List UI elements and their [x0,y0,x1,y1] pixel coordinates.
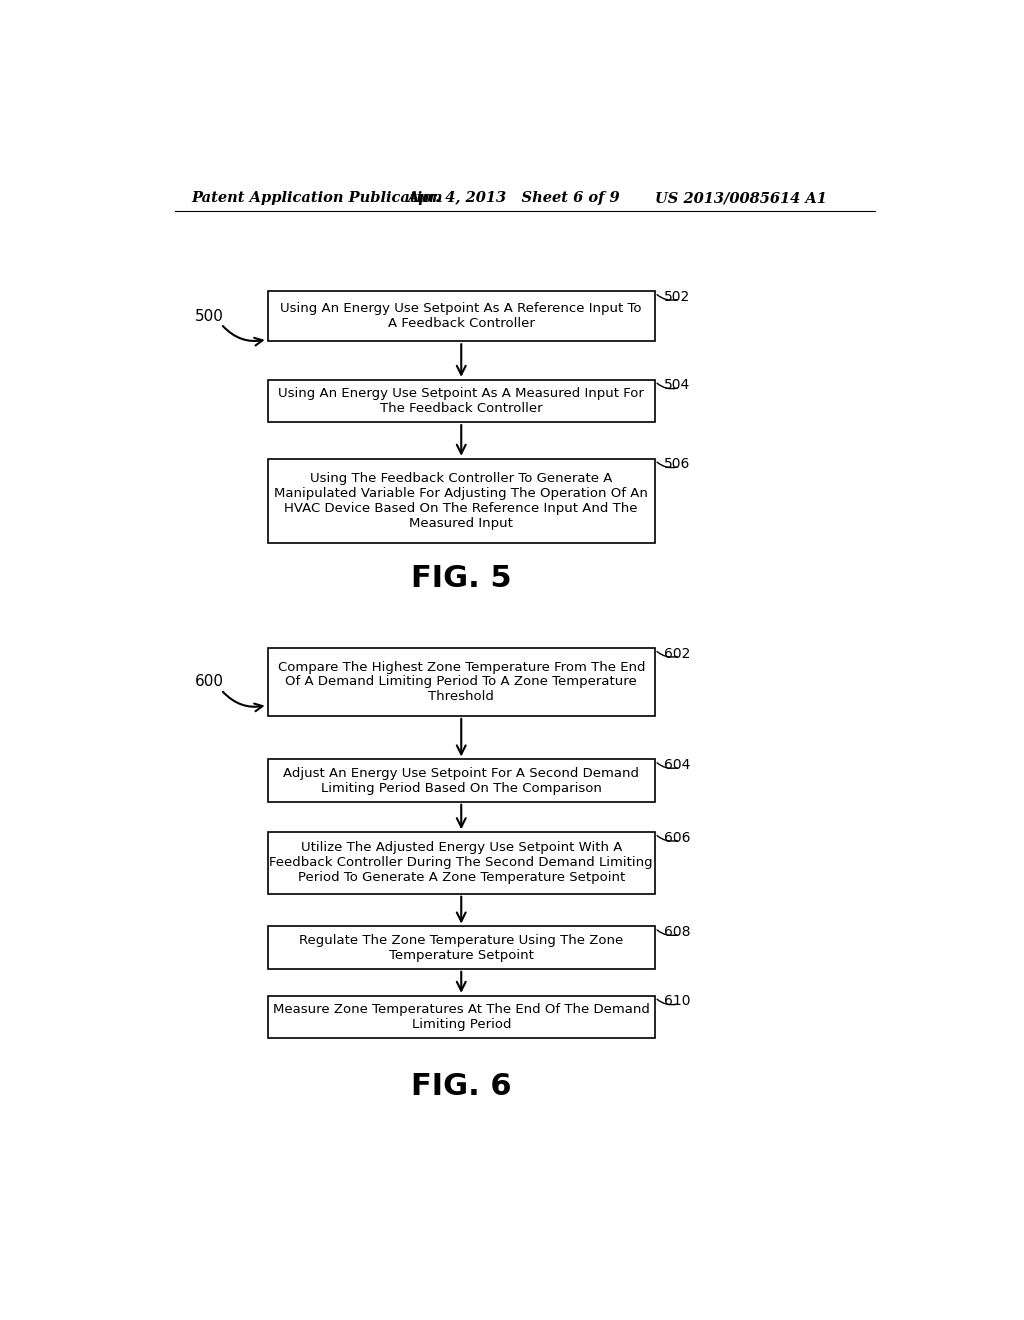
Text: Utilize The Adjusted Energy Use Setpoint With A
Feedback Controller During The S: Utilize The Adjusted Energy Use Setpoint… [269,841,653,884]
Text: 506: 506 [665,457,690,471]
Text: FIG. 6: FIG. 6 [411,1072,512,1101]
Text: Using An Energy Use Setpoint As A Reference Input To
A Feedback Controller: Using An Energy Use Setpoint As A Refere… [281,302,642,330]
Text: Using The Feedback Controller To Generate A
Manipulated Variable For Adjusting T: Using The Feedback Controller To Generat… [274,473,648,531]
Text: Apr. 4, 2013   Sheet 6 of 9: Apr. 4, 2013 Sheet 6 of 9 [407,191,620,206]
FancyBboxPatch shape [267,648,655,715]
Text: FIG. 5: FIG. 5 [411,564,512,593]
FancyBboxPatch shape [267,380,655,422]
Text: Using An Energy Use Setpoint As A Measured Input For
The Feedback Controller: Using An Energy Use Setpoint As A Measur… [279,387,644,414]
FancyBboxPatch shape [267,995,655,1038]
Text: Compare The Highest Zone Temperature From The End
Of A Demand Limiting Period To: Compare The Highest Zone Temperature Fro… [278,660,645,704]
Text: Measure Zone Temperatures At The End Of The Demand
Limiting Period: Measure Zone Temperatures At The End Of … [272,1003,649,1031]
Text: 610: 610 [665,994,691,1008]
Text: Adjust An Energy Use Setpoint For A Second Demand
Limiting Period Based On The C: Adjust An Energy Use Setpoint For A Seco… [284,767,639,795]
Text: Patent Application Publication: Patent Application Publication [191,191,443,206]
FancyBboxPatch shape [267,459,655,544]
Text: US 2013/0085614 A1: US 2013/0085614 A1 [655,191,826,206]
Text: 608: 608 [665,925,691,939]
Text: 606: 606 [665,830,691,845]
FancyBboxPatch shape [267,292,655,342]
Text: Regulate The Zone Temperature Using The Zone
Temperature Setpoint: Regulate The Zone Temperature Using The … [299,933,624,962]
FancyBboxPatch shape [267,759,655,801]
FancyBboxPatch shape [267,832,655,894]
Text: 504: 504 [665,379,690,392]
Text: 600: 600 [195,675,224,689]
FancyBboxPatch shape [267,927,655,969]
Text: 500: 500 [195,309,224,323]
Text: 604: 604 [665,758,690,772]
Text: 602: 602 [665,647,690,660]
Text: 502: 502 [665,289,690,304]
